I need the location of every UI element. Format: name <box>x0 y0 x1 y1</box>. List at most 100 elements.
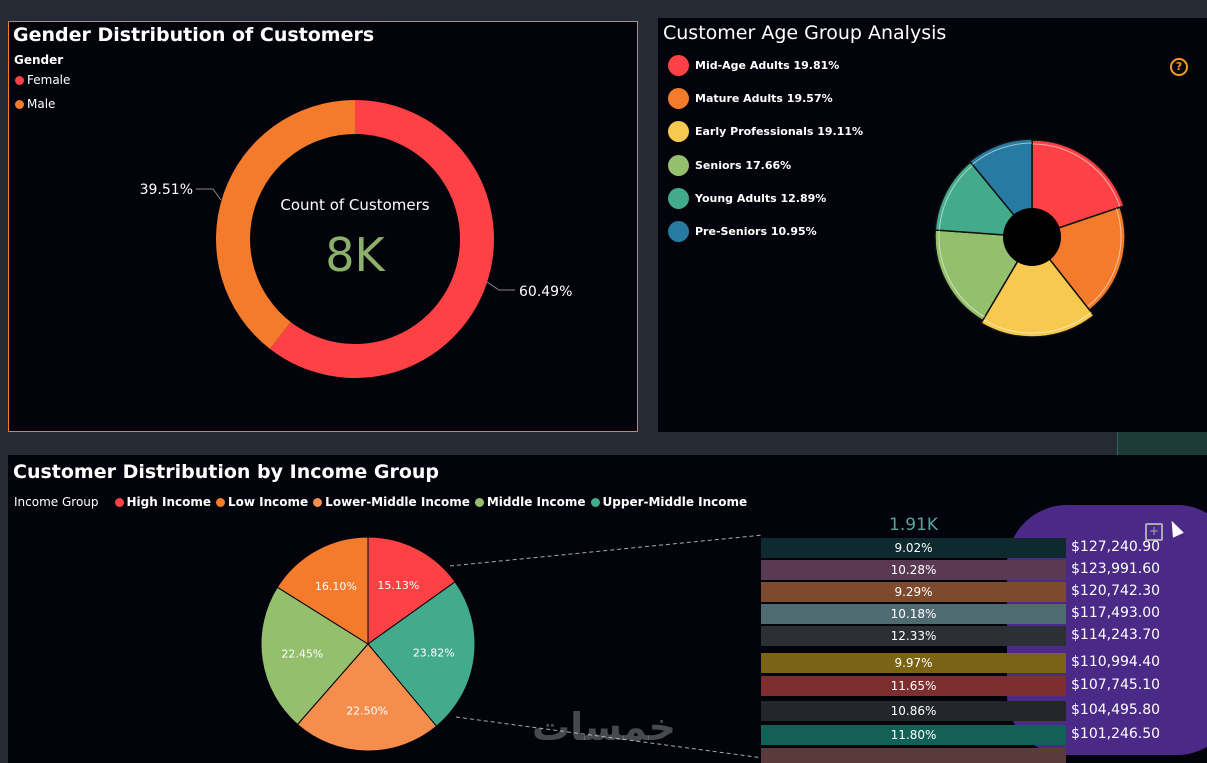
age-legend-item[interactable]: Young Adults 12.89% <box>668 187 827 209</box>
legend-dot-icon <box>668 154 689 176</box>
legend-dot-icon <box>114 497 124 507</box>
connector-line <box>449 534 764 567</box>
legend-dot-icon <box>15 99 24 109</box>
age-slice-5[interactable] <box>968 138 1033 240</box>
income-legend-label: Upper-Middle Income <box>602 495 748 509</box>
row-value: $123,991.60 <box>1071 561 1161 577</box>
center-value: 8K <box>325 228 386 282</box>
age-slice-highlight <box>1031 143 1121 208</box>
income-slice-label: 15.13% <box>377 579 419 592</box>
age-slice-0[interactable] <box>1031 139 1125 239</box>
income-legend-label: Middle Income <box>486 495 586 509</box>
table-row[interactable]: 12.33% <box>761 626 1066 646</box>
income-legend-title: Income Group <box>14 495 99 509</box>
age-slice-highlight <box>1086 208 1122 308</box>
legend-dot-icon <box>590 497 600 507</box>
income-legend-item[interactable]: Middle Income <box>474 495 586 509</box>
table-row[interactable]: 10.86% <box>761 701 1066 721</box>
age-legend-item[interactable]: Mature Adults 19.57% <box>668 88 833 110</box>
age-legend-item[interactable]: Mid-Age Adults 19.81% <box>668 55 839 76</box>
income-slice-1[interactable] <box>367 581 476 727</box>
leader-line <box>196 188 222 201</box>
income-legend-item[interactable]: Upper-Middle Income <box>590 495 748 509</box>
donut-hole <box>1003 208 1061 266</box>
gender-slice-male[interactable] <box>216 99 355 349</box>
income-legend-item[interactable]: Lower-Middle Income <box>313 495 470 509</box>
gender-slice-female[interactable] <box>269 100 494 378</box>
table-row[interactable]: 11.80% <box>761 725 1066 745</box>
table-row[interactable]: 10.28% <box>761 560 1066 580</box>
legend-label: Female <box>27 73 71 87</box>
help-icon[interactable]: ? <box>1170 58 1188 76</box>
legend-dot-icon <box>668 187 689 209</box>
age-legend-item[interactable]: Early Professionals 19.11% <box>668 121 864 143</box>
legend-dot-icon <box>668 221 689 242</box>
age-legend-label: Mid-Age Adults 19.81% <box>695 59 840 72</box>
female-pct-label: 60.49% <box>519 284 572 300</box>
age-donut-chart <box>934 138 1126 338</box>
legend-dot-icon <box>668 121 689 143</box>
leader-line <box>486 281 515 291</box>
age-legend-item[interactable]: Pre-Seniors 10.95% <box>668 221 817 242</box>
income-legend: Income Group High Income Low Income Lower-… <box>14 495 752 509</box>
table-row[interactable]: 11.65% <box>761 676 1066 696</box>
income-legend-item[interactable]: Low Income <box>216 495 308 509</box>
male-pct-label: 39.51% <box>140 182 193 198</box>
legend-dot-icon <box>313 497 323 507</box>
row-value: $110,994.40 <box>1071 654 1161 670</box>
legend-label: Male <box>27 97 56 111</box>
connector-line <box>455 716 764 759</box>
income-slice-0[interactable] <box>367 536 456 645</box>
row-value: $101,246.50 <box>1071 726 1161 742</box>
legend-dot-icon <box>216 497 225 507</box>
income-slice-2[interactable] <box>296 643 438 752</box>
watermark: خمسات <box>532 705 676 749</box>
gender-legend-title: Gender <box>14 53 64 67</box>
income-panel-title: Customer Distribution by Income Group <box>13 461 440 483</box>
income-slice-label: 23.82% <box>413 646 455 659</box>
income-legend-label: Lower-Middle Income <box>325 495 470 509</box>
row-value: $107,745.10 <box>1071 677 1161 693</box>
income-slice-4[interactable] <box>276 536 369 645</box>
income-slice-label: 16.10% <box>315 580 357 593</box>
income-pie-chart: 15.13% 23.82% 22.50% 22.45% 16.10% <box>260 534 764 759</box>
table-row-partial <box>761 748 1066 763</box>
age-panel-title: Customer Age Group Analysis <box>663 22 947 44</box>
age-slice-4[interactable] <box>934 161 1034 238</box>
income-legend-label: High Income <box>126 495 211 509</box>
expand-icon[interactable]: + <box>1145 523 1163 541</box>
age-legend-label: Young Adults 12.89% <box>695 191 827 205</box>
row-value: $114,243.70 <box>1071 627 1161 643</box>
age-slice-2[interactable] <box>980 235 1095 338</box>
legend-dot-icon <box>668 88 689 110</box>
age-legend-label: Mature Adults 19.57% <box>695 92 833 106</box>
row-value: $117,493.00 <box>1071 605 1161 621</box>
age-legend-label: Pre-Seniors 10.95% <box>695 225 817 238</box>
income-legend-item[interactable]: High Income <box>114 495 211 509</box>
table-row[interactable]: 9.29% <box>761 582 1066 602</box>
legend-dot-icon <box>15 75 24 85</box>
age-slice-highlight <box>971 142 1033 165</box>
age-slice-highlight <box>938 164 974 231</box>
income-slice-3[interactable] <box>260 586 369 726</box>
aggregate-label: 1.91K <box>889 515 938 535</box>
age-legend-item[interactable]: Seniors 17.66% <box>668 154 792 176</box>
table-row[interactable]: 9.02% <box>761 538 1066 558</box>
center-label: Count of Customers <box>280 196 429 214</box>
income-legend-label: Low Income <box>228 495 309 509</box>
gender-panel: Gender Distribution of Customers Gender … <box>8 21 638 432</box>
age-legend-label: Early Professionals 19.11% <box>695 125 864 139</box>
age-legend-label: Seniors 17.66% <box>695 158 792 172</box>
legend-dot-icon <box>668 55 689 76</box>
legend-item-male[interactable]: Male <box>15 97 55 111</box>
income-slice-label: 22.50% <box>346 704 388 717</box>
table-row[interactable]: 9.97% <box>761 653 1066 673</box>
row-value: $127,240.90 <box>1071 539 1161 555</box>
gender-panel-title: Gender Distribution of Customers <box>13 24 375 46</box>
legend-item-female[interactable]: Female <box>15 73 70 87</box>
gender-donut-chart: 39.51% 60.49% Count of Customers 8K <box>140 99 572 378</box>
table-row[interactable]: 10.18% <box>761 604 1066 624</box>
age-slice-highlight <box>938 230 985 318</box>
age-panel: Customer Age Group Analysis ? Mid-Age Ad… <box>658 18 1207 432</box>
legend-dot-icon <box>474 497 484 507</box>
